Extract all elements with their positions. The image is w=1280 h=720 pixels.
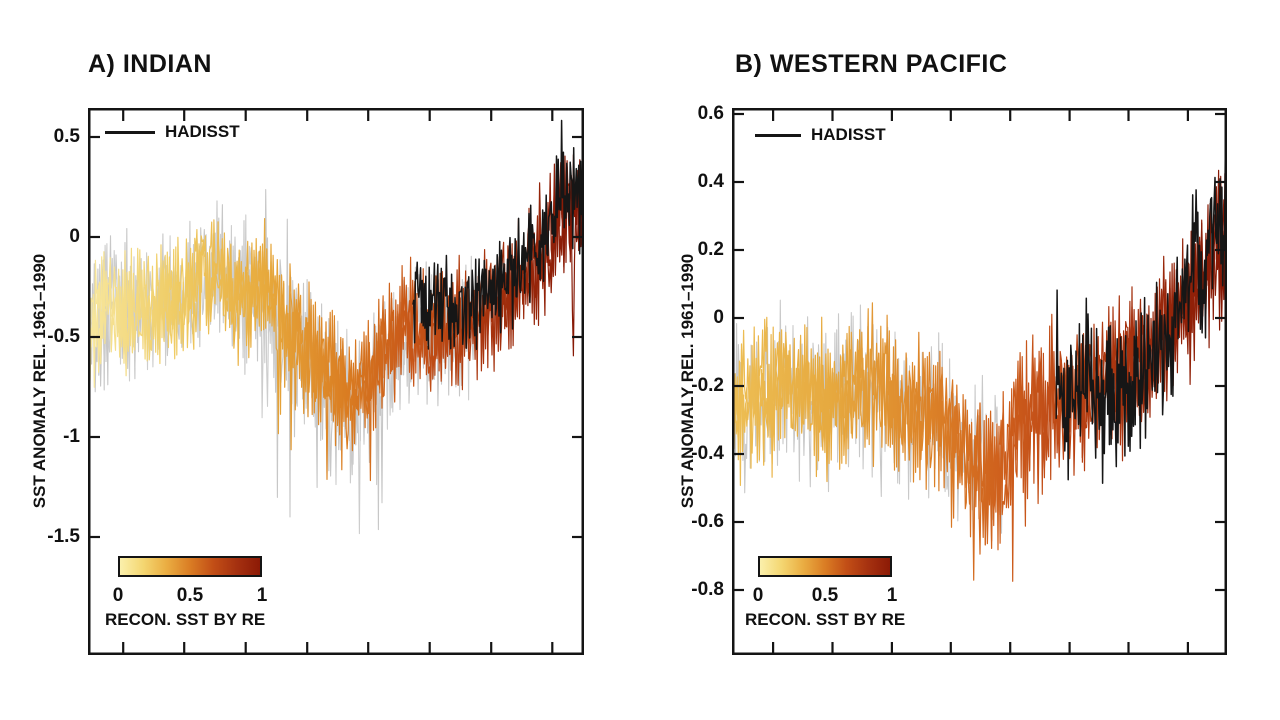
hadisst-line-swatch: [105, 130, 155, 134]
panel-a-legend: HADISST: [105, 122, 240, 142]
colorbar-tick-label: 0.5: [811, 585, 839, 606]
y-tick-label: -0.2: [691, 375, 724, 396]
colorbar-tick-label: 0: [112, 585, 124, 606]
colorbar-tick-label: 1: [886, 585, 898, 606]
panel-a-plot-area: HADISST 0 0.5 1 RECON. SST BY RE: [88, 108, 584, 655]
y-tick-label: 0: [713, 307, 724, 328]
legend-label: HADISST: [811, 125, 886, 144]
y-tick-label: -0.6: [691, 511, 724, 532]
colorbar-caption: RECON. SST BY RE: [105, 610, 266, 629]
y-tick-label: -0.5: [47, 326, 80, 347]
colorbar-tick-label: 0: [752, 585, 764, 606]
series-HADISST: [1055, 153, 1225, 484]
y-tick-label: -0.4: [691, 443, 724, 464]
legend-label: HADISST: [165, 122, 240, 141]
colorbar-tick-label: 1: [256, 585, 268, 606]
panel-a-title: A) INDIAN: [88, 50, 212, 78]
y-tick-label: -1: [63, 426, 80, 447]
series-group: [734, 153, 1225, 582]
y-tick-label: 0: [69, 226, 80, 247]
axis-ticks: [734, 110, 1225, 653]
y-tick-label: 0.6: [697, 103, 724, 124]
panel-b-chart-svg: [732, 108, 1227, 655]
axis-ticks: [90, 110, 582, 653]
panel-a-chart-svg: [88, 108, 584, 655]
series-recon-member-3: [90, 155, 582, 452]
hadisst-line-swatch: [755, 133, 801, 137]
axes-border: [732, 108, 1227, 655]
axes-border: [88, 108, 584, 655]
panel-a-re-colorbar: [118, 556, 262, 577]
y-tick-label: 0.5: [53, 126, 80, 147]
panel-b-title: B) WESTERN PACIFIC: [735, 50, 1008, 78]
panel-a-y-axis-label: SST ANOMALY REL. 1961–1990: [30, 253, 49, 509]
series-group: [90, 119, 582, 535]
colorbar-tick-label: 0.5: [176, 585, 204, 606]
panel-b-re-colorbar: [758, 556, 892, 577]
y-tick-label: -1.5: [47, 526, 80, 547]
panel-b-plot-area: HADISST 0 0.5 1 RECON. SST BY RE: [732, 108, 1227, 655]
y-tick-label: -0.8: [691, 579, 724, 600]
y-tick-label: 0.2: [697, 239, 724, 260]
colorbar-caption: RECON. SST BY RE: [745, 610, 906, 629]
panel-b-legend: HADISST: [755, 125, 886, 145]
series-HADISST: [412, 119, 582, 351]
y-tick-label: 0.4: [697, 171, 724, 192]
